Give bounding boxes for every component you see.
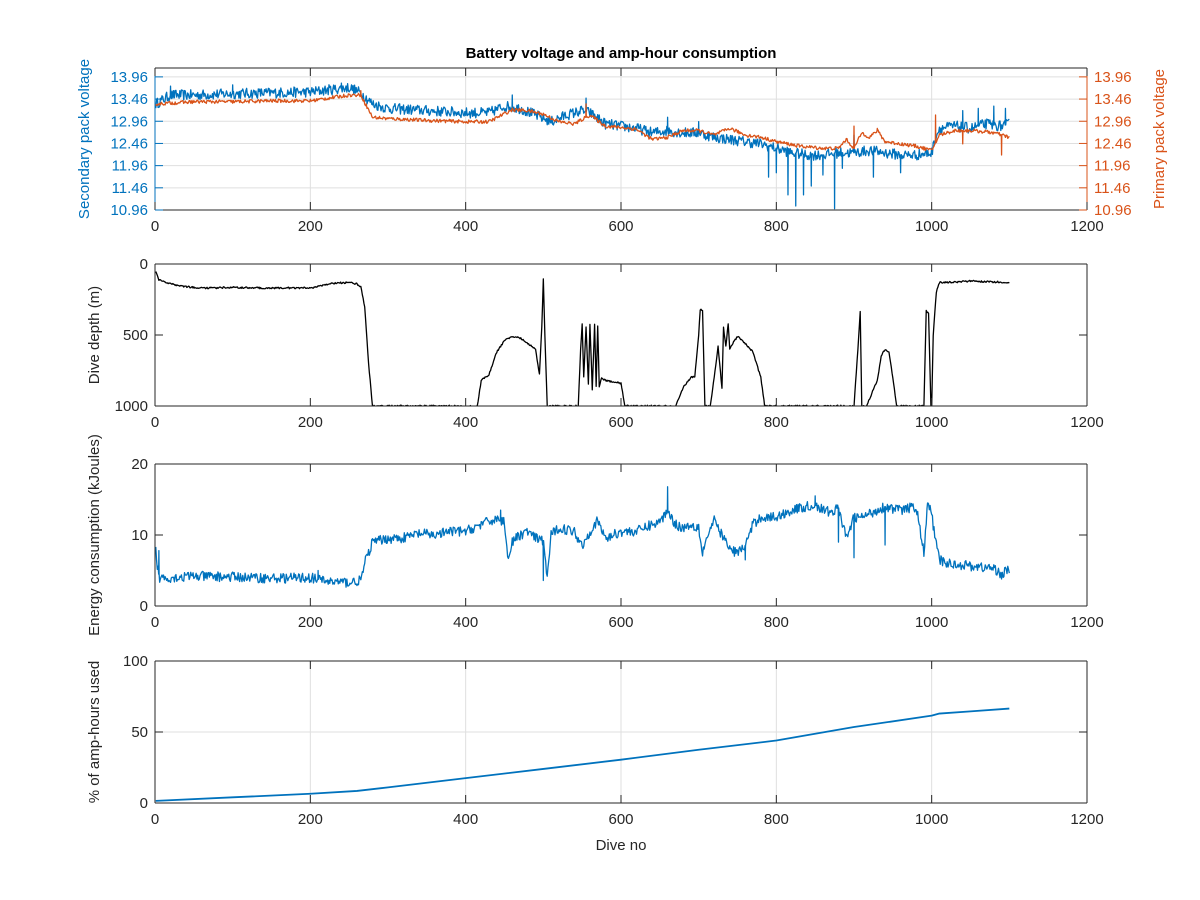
y-tick-label: 50 — [131, 724, 148, 741]
x-tick-label: 200 — [298, 218, 323, 235]
x-tick-label: 1200 — [1070, 811, 1103, 828]
x-tick-label: 800 — [764, 614, 789, 631]
x-tick-label: 1000 — [915, 218, 948, 235]
x-tick-label: 400 — [453, 218, 478, 235]
x-tick-label: 400 — [453, 811, 478, 828]
x-tick-label: 800 — [764, 218, 789, 235]
y-right-axis-label: Primary pack voltage — [1151, 69, 1168, 209]
x-tick-label: 0 — [151, 414, 159, 431]
y-tick-label: 10.96 — [110, 202, 148, 219]
chart-title: Battery voltage and amp-hour consumption — [466, 45, 777, 62]
x-tick-label: 1000 — [915, 811, 948, 828]
x-tick-label: 800 — [764, 811, 789, 828]
x-tick-label: 400 — [453, 614, 478, 631]
x-tick-label: 400 — [453, 414, 478, 431]
y-tick-label: 12.96 — [110, 113, 148, 130]
y-right-tick-label: 10.96 — [1094, 202, 1132, 219]
y-tick-label: 0 — [140, 598, 148, 615]
series-line-1 — [155, 707, 1010, 802]
y-tick-label: 11.46 — [112, 180, 148, 197]
y-right-tick-label: 11.46 — [1094, 180, 1130, 197]
amp-hours-panel: 0 200 400 600 800 1000 1200 0 50 100 % of amp-hour… — [86, 653, 1104, 854]
y-tick-label: 0 — [140, 795, 148, 812]
y-tick-label: 13.96 — [110, 69, 148, 86]
x-tick-label: 1000 — [915, 414, 948, 431]
series-line-1 — [155, 271, 1010, 406]
y-tick-label: 100 — [123, 653, 148, 670]
y-right-tick-label: 13.46 — [1094, 91, 1132, 108]
y-tick-label: 20 — [131, 456, 148, 473]
voltage-panel: 0 200 400 600 800 1000 120010.9611.4611.9612.4… — [76, 59, 1168, 235]
y-right-tick-label: 12.46 — [1094, 135, 1132, 152]
x-tick-label: 1000 — [915, 614, 948, 631]
series-line-1 — [155, 82, 1010, 210]
x-tick-label: 1200 — [1070, 414, 1103, 431]
x-tick-label: 200 — [298, 811, 323, 828]
x-tick-label: 200 — [298, 414, 323, 431]
x-tick-label: 800 — [764, 414, 789, 431]
x-tick-label: 0 — [151, 614, 159, 631]
y-tick-label: 10 — [131, 527, 148, 544]
y-tick-label: 12.46 — [110, 135, 148, 152]
energy-panel: 0 200 400 600 800 1000 1200 0 10 20 Energy consump… — [86, 434, 1104, 636]
y-tick-label: 13.46 — [110, 91, 148, 108]
y-tick-label: 500 — [123, 327, 148, 344]
x-tick-label: 600 — [608, 614, 633, 631]
y-tick-label: 0 — [140, 256, 148, 273]
y-axis-label: Energy consumption (kJoules) — [86, 434, 103, 636]
x-tick-label: 1200 — [1070, 614, 1103, 631]
series-line-1 — [155, 486, 1010, 588]
series-line-2 — [155, 89, 1010, 156]
y-right-tick-label: 12.96 — [1094, 113, 1132, 130]
y-right-tick-label: 13.96 — [1094, 69, 1132, 86]
x-tick-label: 600 — [608, 414, 633, 431]
x-tick-label: 600 — [608, 811, 633, 828]
x-axis-label: Dive no — [596, 837, 647, 854]
x-tick-label: 1200 — [1070, 218, 1103, 235]
x-tick-label: 0 — [151, 811, 159, 828]
y-tick-label: 11.96 — [112, 158, 148, 175]
x-tick-label: 600 — [608, 218, 633, 235]
y-axis-label: Dive depth (m) — [86, 286, 103, 384]
y-axis-label: Secondary pack voltage — [76, 59, 93, 219]
y-right-tick-label: 11.96 — [1094, 158, 1130, 175]
y-tick-label: 1000 — [115, 398, 148, 415]
y-axis-label: % of amp-hours used — [86, 661, 103, 804]
x-tick-label: 0 — [151, 218, 159, 235]
x-tick-label: 200 — [298, 614, 323, 631]
depth-panel: 0 200 400 600 800 1000 1200 0 500 1000 Dive depth … — [86, 256, 1104, 431]
